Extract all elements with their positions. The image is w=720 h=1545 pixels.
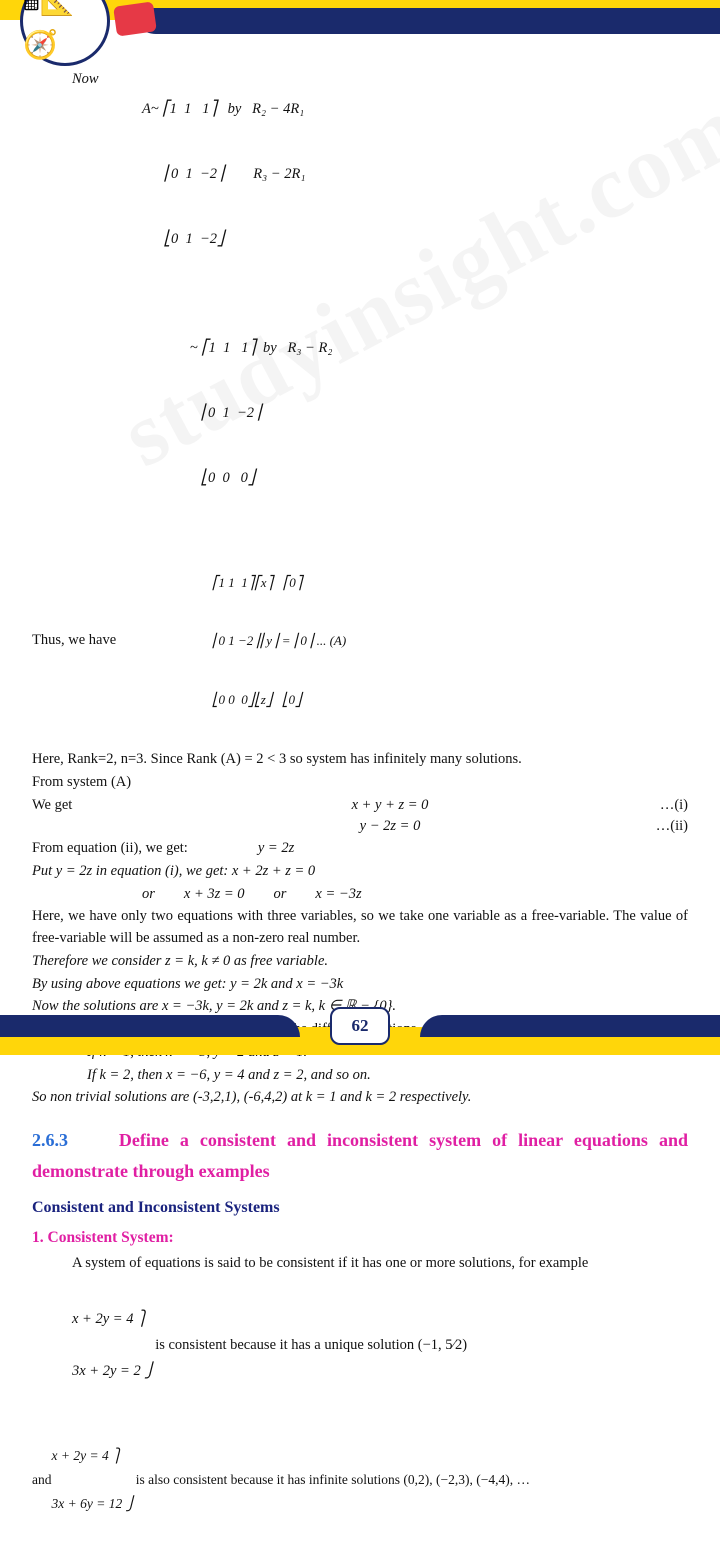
text-therefore: Therefore we consider z = k, k ≠ 0 as fr… <box>32 951 688 973</box>
label-thus: Thus, we have <box>32 630 212 652</box>
label-weget: We get <box>32 795 152 817</box>
section-title: Define a consistent and inconsistent sys… <box>32 1130 688 1181</box>
header-navy-strip <box>130 8 720 34</box>
ex1-eq1: x + 2y = 4 ⎫ <box>72 1311 155 1328</box>
eq-ii-tag: …(ii) <box>628 816 688 838</box>
header-decor: 🖩📐🧭 <box>0 0 720 40</box>
row-from-eq2: From equation (ii), we get: y = 2z <box>32 838 688 860</box>
text-consistent-def: A system of equations is said to be cons… <box>32 1253 688 1275</box>
matrix-step2-l3: ⎣0 0 0⎦ <box>179 468 688 490</box>
matrix-step2-l1: ~ ⎡1 1 1⎤ by R₃ − R₂ <box>179 338 688 360</box>
ex1-text: is consistent because it has a unique so… <box>155 1335 467 1357</box>
text-from-system: From system (A) <box>32 772 688 794</box>
matrix-step2-l2: ⎢0 1 −2⎥ <box>179 403 688 425</box>
matrix-step1-l2: ⎢0 1 −2⎥ R₃ − 2R₁ <box>142 164 305 186</box>
ex1-eq2: 3x + 2y = 2 ⎭ <box>72 1363 155 1380</box>
section-heading: 2.6.3 Define a consistent and inconsiste… <box>32 1125 688 1186</box>
ex2-eq2: 3x + 6y = 12 ⎭ <box>52 1496 136 1512</box>
eq-ii: y − 2z = 0 <box>152 816 628 838</box>
eq-y2z: y = 2z <box>188 838 294 860</box>
eq-i-tag: …(i) <box>628 795 688 817</box>
matrix-step1-l1: A~ ⎡1 1 1⎤ by R₂ − 4R₁ <box>142 99 305 121</box>
matrix-eq-A: ⎡1 1 1⎤⎡x⎤ ⎡0⎤ ⎢0 1 −2⎥⎢y⎥ = ⎢0⎥ ... (A)… <box>212 534 346 749</box>
row-eq2: y − 2z = 0 …(ii) <box>32 816 688 838</box>
matrix-step1-l3: ⎣0 1 −2⎦ <box>142 229 305 251</box>
text-from-eq2: From equation (ii), we get: <box>32 838 188 860</box>
eq-i: x + y + z = 0 <box>152 795 628 817</box>
example-2-eqs: x + 2y = 4 ⎫ 3x + 6y = 12 ⎭ <box>52 1415 136 1545</box>
footer-navy-right <box>420 1015 720 1037</box>
ex2-and: and <box>32 1470 52 1490</box>
text-rank: Here, Rank=2, n=3. Since Rank (A) = 2 < … <box>32 749 688 771</box>
matrix-step1: A~ ⎡1 1 1⎤ by R₂ − 4R₁ ⎢0 1 −2⎥ R₃ − 2R₁… <box>142 55 305 294</box>
text-put: Put y = 2z in equation (i), we get: x + … <box>32 861 688 883</box>
section-number: 2.6.3 <box>32 1130 68 1150</box>
ex2-eq1: x + 2y = 4 ⎫ <box>52 1448 136 1464</box>
subheading-systems: Consistent and Inconsistent Systems <box>32 1196 688 1220</box>
text-free-var: Here, we have only two equations with th… <box>32 906 688 950</box>
header-red-accent <box>113 1 157 36</box>
matrix-eqA-l2: ⎢0 1 −2⎥⎢y⎥ = ⎢0⎥ ... (A) <box>212 631 346 651</box>
subheading-consistent: 1. Consistent System: <box>32 1226 688 1249</box>
matrix-step2: ~ ⎡1 1 1⎤ by R₃ − R₂ ⎢0 1 −2⎥ ⎣0 0 0⎦ <box>32 294 688 533</box>
example-2: and x + 2y = 4 ⎫ 3x + 6y = 12 ⎭ is also … <box>32 1415 688 1545</box>
example-1: x + 2y = 4 ⎫ 3x + 2y = 2 ⎭ is consistent… <box>32 1276 688 1415</box>
page-number-badge: 62 <box>330 1007 390 1045</box>
math-tools-icon: 🖩📐🧭 <box>23 0 107 62</box>
footer-navy-left <box>0 1015 300 1037</box>
text-k2: If k = 2, then x = −6, y = 4 and z = 2, … <box>32 1065 688 1087</box>
matrix-eqA-l1: ⎡1 1 1⎤⎡x⎤ ⎡0⎤ <box>212 573 346 593</box>
text-nontrivial: So non trivial solutions are (-3,2,1), (… <box>32 1087 688 1109</box>
example-1-eqs: x + 2y = 4 ⎫ 3x + 2y = 2 ⎭ <box>32 1276 155 1415</box>
ex2-text: is also consistent because it has infini… <box>136 1470 530 1490</box>
row-weget: We get x + y + z = 0 …(i) <box>32 795 688 817</box>
footer-decor: 62 <box>0 1003 720 1055</box>
text-using: By using above equations we get: y = 2k … <box>32 974 688 996</box>
row-now: Now A~ ⎡1 1 1⎤ by R₂ − 4R₁ ⎢0 1 −2⎥ R₃ −… <box>32 55 688 294</box>
page-content: Now A~ ⎡1 1 1⎤ by R₂ − 4R₁ ⎢0 1 −2⎥ R₃ −… <box>32 55 688 1545</box>
text-or: or x + 3z = 0 or x = −3z <box>32 884 688 906</box>
matrix-eqA-l3: ⎣0 0 0⎦⎣z⎦ ⎣0⎦ <box>212 690 346 710</box>
label-now: Now <box>32 55 142 294</box>
page-number: 62 <box>352 1016 369 1036</box>
row-thus: Thus, we have ⎡1 1 1⎤⎡x⎤ ⎡0⎤ ⎢0 1 −2⎥⎢y⎥… <box>32 534 688 749</box>
